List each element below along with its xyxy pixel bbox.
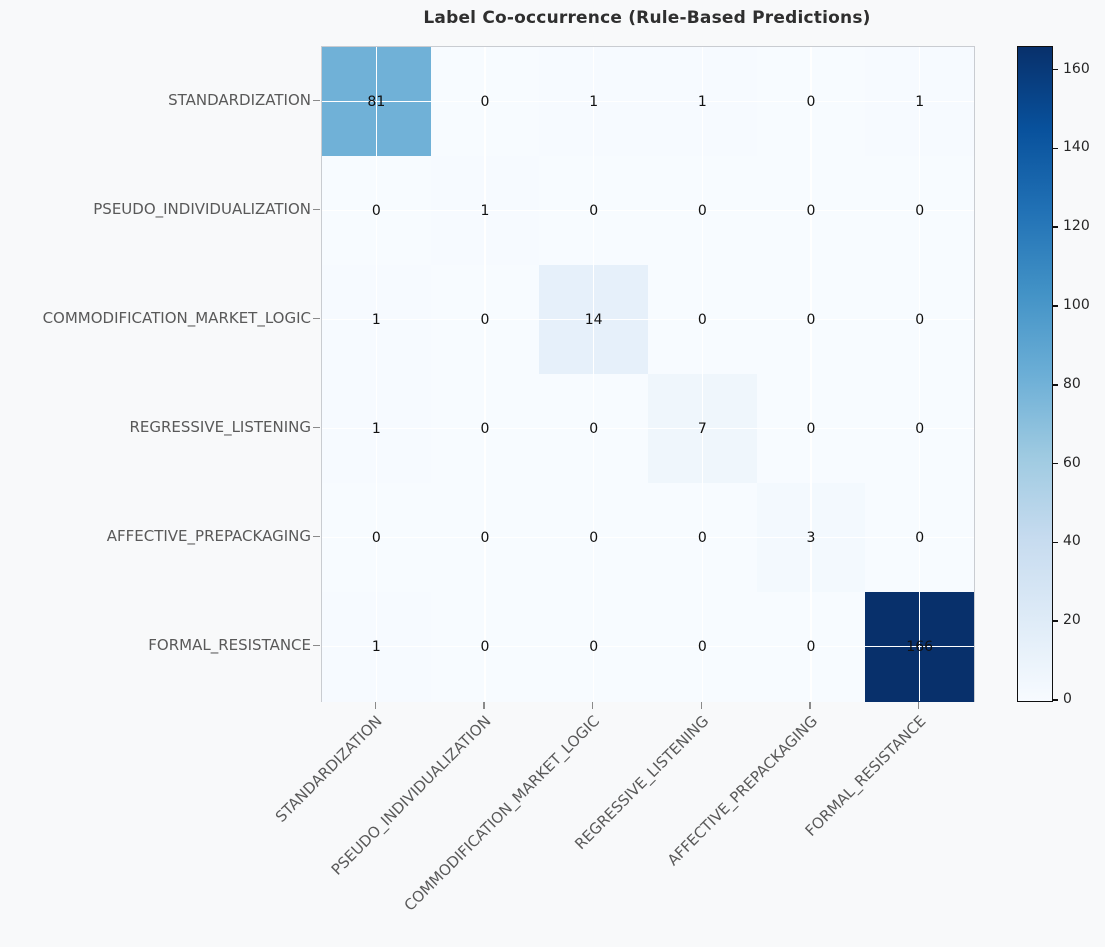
cell-value: 0: [806, 638, 816, 655]
cell-value: 0: [480, 529, 490, 546]
y-tick-mark: [313, 644, 320, 647]
colorbar-tick-mark: [1052, 541, 1058, 544]
y-tick-label: FORMAL_RESISTANCE: [148, 635, 311, 654]
cell-value: 0: [806, 420, 816, 437]
grid-line-vertical: [918, 47, 921, 701]
chart-title: Label Co-occurrence (Rule-Based Predicti…: [423, 8, 871, 28]
grid-line-horizontal: [322, 536, 974, 539]
cell-value: 0: [371, 529, 381, 546]
x-tick-mark: [809, 702, 811, 709]
colorbar-tick-label: 80: [1063, 375, 1081, 392]
grid-line-horizontal: [322, 645, 974, 648]
grid-line-vertical: [701, 47, 704, 701]
cell-value: 0: [480, 93, 490, 110]
cell-value: 7: [697, 420, 707, 437]
grid-line-vertical: [484, 47, 486, 701]
y-tick-label: AFFECTIVE_PREPACKAGING: [106, 526, 311, 545]
x-tick-label: COMMODIFICATION_MARKET_LOGIC: [400, 712, 604, 915]
y-tick-mark: [313, 426, 320, 429]
cell-value: 1: [480, 202, 490, 219]
x-tick-mark: [483, 702, 485, 709]
colorbar-tick-label: 0: [1063, 691, 1072, 707]
cell-value: 0: [697, 202, 707, 219]
cell-value: 0: [915, 202, 925, 219]
cell-value: 3: [806, 529, 816, 546]
cell-value: 0: [915, 420, 925, 437]
colorbar-tick-mark: [1052, 147, 1058, 150]
cell-value: 0: [697, 638, 707, 655]
cell-value: 81: [367, 93, 386, 110]
cell-value: 0: [697, 311, 707, 328]
colorbar-tick-mark: [1052, 462, 1058, 465]
colorbar-tick-mark: [1052, 305, 1058, 307]
y-tick-label: PSEUDO_INDIVIDUALIZATION: [93, 199, 311, 218]
cell-value: 0: [915, 529, 925, 546]
x-tick-label: FORMAL_RESISTANCE: [801, 712, 930, 840]
cell-value: 1: [371, 311, 381, 328]
cell-value: 1: [371, 420, 381, 437]
colorbar: [1017, 46, 1053, 702]
heatmap-annotations: 81 0 1 1 0 1 0 1 0 0 0 0 1 0 14 0 0 0 1 0 0 7 0 0 0 0 0 0 3 0 1 0 0 0 0 166: [322, 47, 974, 701]
x-tick-mark: [591, 702, 594, 709]
cell-value: 1: [371, 638, 381, 655]
colorbar-tick-label: 120: [1063, 218, 1090, 235]
cell-value: 0: [480, 420, 490, 437]
colorbar-tick-mark: [1052, 226, 1058, 229]
colorbar-tick-mark: [1052, 620, 1058, 622]
x-tick-mark: [374, 702, 377, 709]
grid-line-horizontal: [322, 318, 974, 321]
cell-value: 14: [584, 311, 603, 328]
cell-value: 1: [697, 93, 707, 110]
cell-value: 166: [906, 638, 934, 655]
colorbar-tick-mark: [1052, 384, 1058, 386]
y-tick-label: STANDARDIZATION: [168, 90, 311, 109]
y-tick-mark: [313, 317, 320, 320]
cell-value: 0: [589, 420, 599, 437]
y-tick-label: COMMODIFICATION_MARKET_LOGIC: [42, 308, 311, 327]
heatmap-gridlines: [322, 47, 974, 701]
grid-line-horizontal: [322, 427, 974, 430]
cell-value: 0: [589, 638, 599, 655]
colorbar-tick-mark: [1052, 699, 1058, 701]
y-tick-mark: [313, 208, 320, 211]
cell-value: 0: [697, 529, 707, 546]
colorbar-tick-label: 140: [1063, 139, 1090, 156]
colorbar-tick-label: 20: [1063, 612, 1081, 629]
colorbar-tick-label: 160: [1063, 60, 1090, 77]
cell-value: 0: [915, 311, 925, 328]
x-tick-mark: [917, 702, 920, 709]
cell-value: 1: [915, 93, 925, 110]
colorbar-tick-mark: [1052, 68, 1058, 71]
grid-line-horizontal: [322, 100, 974, 103]
y-tick-label: REGRESSIVE_LISTENING: [129, 417, 311, 436]
heatmap-plot: 81 0 1 1 0 1 0 1 0 0 0 0 1 0 14 0 0 0 1 0 0 7 0 0 0 0 0 0 3 0 1 0 0 0 0 166: [321, 46, 975, 702]
cell-value: 0: [806, 93, 816, 110]
x-tick-label: STANDARDIZATION: [272, 712, 387, 826]
cell-value: 0: [480, 311, 490, 328]
grid-line-vertical: [592, 47, 595, 701]
cell-value: 0: [480, 638, 490, 655]
y-tick-mark: [313, 99, 320, 102]
colorbar-tick-label: 100: [1063, 297, 1090, 314]
cell-value: 0: [371, 202, 381, 219]
cell-value: 1: [589, 93, 599, 110]
cell-value: 0: [806, 311, 816, 328]
colorbar-tick-label: 40: [1063, 533, 1081, 550]
cell-value: 0: [806, 202, 816, 219]
cell-value: 0: [589, 202, 599, 219]
grid-line-vertical: [375, 47, 378, 701]
colorbar-tick-label: 60: [1063, 454, 1081, 471]
grid-line-horizontal: [322, 209, 974, 212]
cell-value: 0: [589, 529, 599, 546]
y-tick-mark: [313, 535, 320, 538]
x-tick-mark: [700, 702, 703, 709]
grid-line-vertical: [810, 47, 812, 701]
